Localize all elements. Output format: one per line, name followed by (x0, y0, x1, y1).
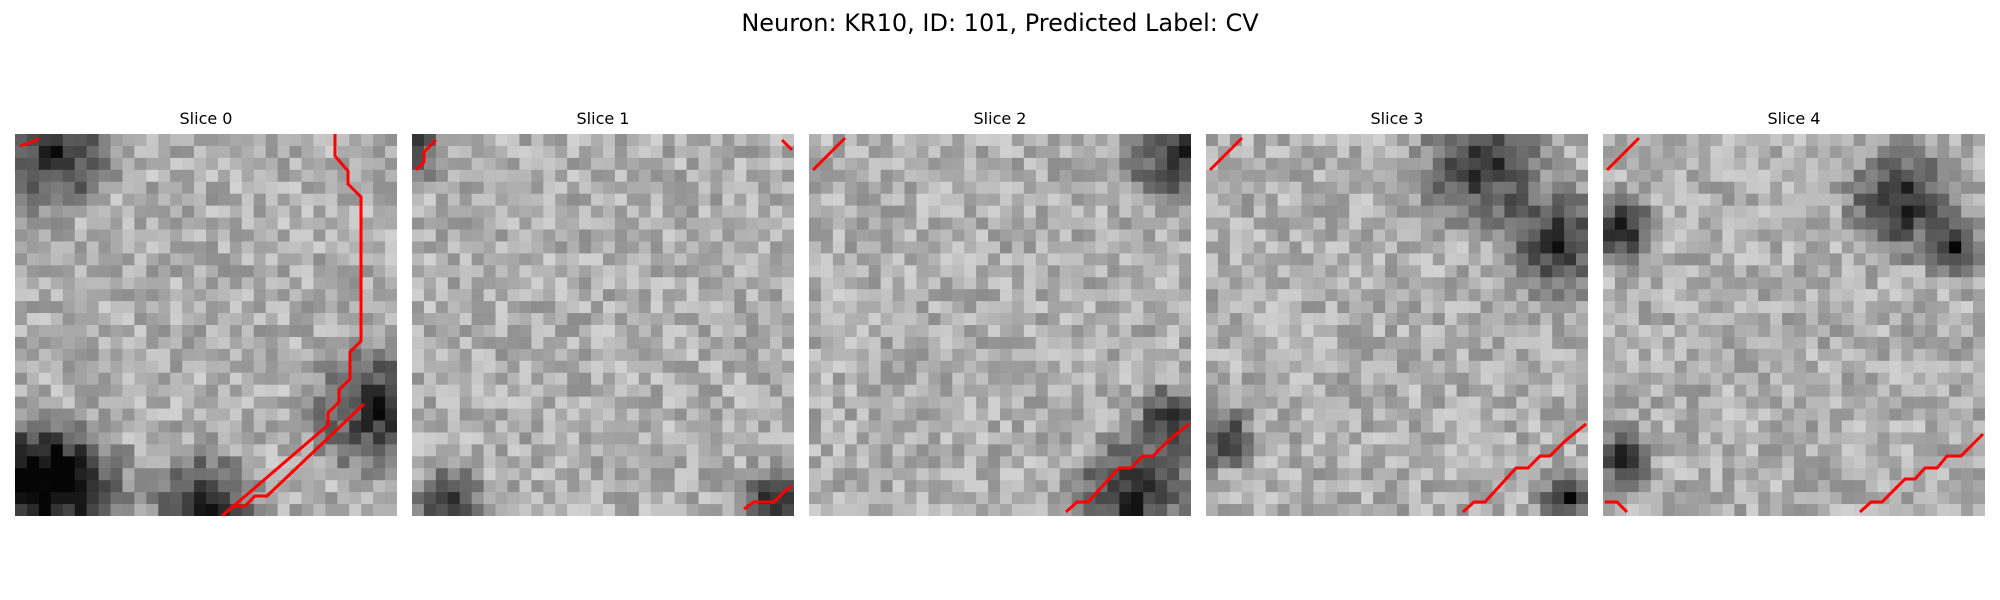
slice-2-image (809, 134, 1191, 516)
slice-3-title: Slice 3 (1370, 109, 1424, 128)
slice-1-contour-bottom-right (743, 484, 793, 511)
figure-title: Neuron: KR10, ID: 101, Predicted Label: … (741, 9, 1259, 37)
slice-4-title: Slice 4 (1767, 109, 1821, 128)
slice-2-title: Slice 2 (973, 109, 1027, 128)
slice-0-contour-main (220, 134, 366, 516)
slice-2-contour-bottom-right (1064, 422, 1190, 514)
slice-1-contour-top-left (414, 138, 438, 172)
slice-1-image (412, 134, 794, 516)
slice-2-contour-top-left (811, 136, 847, 172)
slice-3-contour-bottom-right (1461, 422, 1587, 514)
slice-4-contour-bottom-left (1605, 500, 1629, 514)
slice-4-contour-bottom-right (1858, 432, 1985, 514)
slice-4-contour-top-left (1605, 136, 1641, 172)
slice-3-contour-top-left (1208, 136, 1244, 172)
slice-4-image (1603, 134, 1985, 516)
slice-1-contour-top-right (780, 138, 794, 152)
slice-1-title: Slice 1 (576, 109, 630, 128)
slice-3-image (1206, 134, 1588, 516)
slice-0-image (15, 134, 397, 516)
slice-0-title: Slice 0 (179, 109, 233, 128)
slice-0-contour-top-left (19, 136, 40, 148)
